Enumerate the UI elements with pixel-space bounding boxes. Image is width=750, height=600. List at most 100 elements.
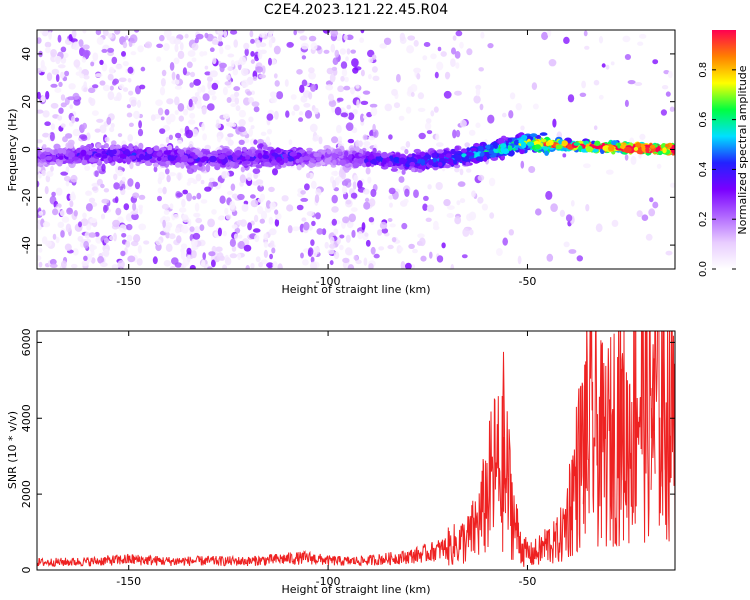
- spectrogram-cell: [652, 201, 659, 209]
- spectrogram-cell: [174, 43, 179, 53]
- spectrogram-cell: [101, 163, 106, 172]
- spectrogram-cell: [180, 162, 185, 169]
- spectrogram-cell: [639, 133, 646, 140]
- spectrogram-cell: [285, 110, 290, 118]
- spectrogram-cell: [340, 112, 348, 118]
- spectrogram-cell: [450, 148, 456, 155]
- spectrogram-cell: [204, 65, 209, 70]
- spectrogram-cell: [68, 158, 73, 164]
- spectrogram-cell: [300, 252, 304, 259]
- spectrogram-cell: [229, 161, 235, 168]
- spectrogram-cell: [193, 78, 202, 86]
- spectrogram-cell: [309, 163, 316, 168]
- spectrogram-cell: [274, 209, 279, 215]
- spectrogram-cell: [250, 38, 255, 44]
- spectrogram-cell: [60, 171, 69, 176]
- spectrogram-cell: [368, 58, 374, 63]
- spectrogram-cell: [46, 72, 53, 81]
- spectrogram-cell: [255, 66, 263, 73]
- spectrogram-cell: [365, 239, 371, 247]
- spectrogram-cell: [205, 163, 211, 173]
- spectrogram-cell: [258, 74, 266, 79]
- snr-y-ticks: 0 2000 4000 6000: [20, 328, 675, 574]
- spectrogram-cell: [211, 95, 217, 101]
- spectrogram-cell: [360, 69, 365, 77]
- spectrogram-cell: [401, 169, 406, 175]
- spectrogram-cell: [138, 194, 146, 200]
- spectrogram-cell: [425, 118, 432, 124]
- spectrogram-cell: [583, 163, 591, 169]
- spectrogram-cell: [345, 34, 354, 41]
- spectrogram-cell: [37, 37, 42, 44]
- spectrogram-cell: [237, 193, 245, 201]
- spectrogram-cell: [92, 84, 99, 89]
- spectrogram-cell: [339, 159, 347, 166]
- spectrogram-cell: [410, 84, 418, 92]
- spectrogram-cell: [218, 33, 223, 42]
- spectrogram-cell: [196, 192, 202, 200]
- spectrogram-cell: [227, 53, 235, 58]
- spectrogram-cell: [329, 260, 334, 266]
- spectrogram-cell: [204, 186, 212, 192]
- spectrogram-cell: [42, 110, 50, 118]
- spectrogram-cell: [234, 97, 240, 105]
- spectrogram-cell: [191, 250, 197, 259]
- spectrogram-cell: [94, 73, 103, 78]
- spectrogram-cell: [579, 92, 587, 98]
- spectrogram-cell: [445, 153, 452, 158]
- spectrogram-cell: [435, 182, 443, 190]
- spectrogram-cell: [331, 66, 338, 71]
- spectrogram-cell: [236, 219, 244, 226]
- spectrogram-cell: [508, 229, 514, 236]
- spectrogram-cell: [330, 43, 336, 53]
- spectrogram-cell: [137, 45, 144, 53]
- spectrogram-cell: [179, 42, 184, 51]
- spectrogram-cell: [41, 236, 48, 245]
- spectrogram-cell: [515, 103, 522, 111]
- spectrogram-cell: [186, 192, 193, 202]
- spectrogram-cell: [413, 67, 421, 74]
- spectrogram-cell: [224, 257, 232, 266]
- spectrogram-cell: [82, 49, 91, 57]
- spectrogram-cell: [57, 64, 66, 69]
- y-tick-label: -40: [20, 236, 33, 254]
- spectrogram-cell: [377, 229, 383, 236]
- spectrogram-cell: [369, 103, 378, 108]
- spectrogram-cell: [306, 211, 315, 217]
- spectrogram-cell: [55, 74, 60, 82]
- spectrogram-cell: [81, 57, 87, 63]
- spectrogram-cell: [492, 141, 498, 148]
- spectrogram-cell: [459, 41, 464, 49]
- spectrogram-cell: [49, 263, 58, 268]
- spectrogram-cell: [246, 91, 253, 96]
- spectrogram-cell: [196, 165, 204, 171]
- spectrogram-cell: [662, 147, 667, 154]
- spectrogram-cell: [114, 144, 121, 150]
- spectrogram-cell: [637, 41, 644, 46]
- spectrogram-cell: [665, 250, 673, 256]
- spectrogram-cell: [96, 143, 102, 149]
- spectrogram-cell: [497, 137, 505, 145]
- spectrogram-cell: [521, 134, 527, 141]
- spectrogram-cell: [430, 110, 435, 117]
- spectrogram-cell: [598, 36, 604, 44]
- spectrogram-cell: [469, 229, 474, 236]
- spectrogram-cell: [253, 173, 258, 179]
- spectrogram-cell: [313, 107, 319, 115]
- spectrogram-cell: [174, 110, 179, 115]
- spectrogram-cell: [344, 76, 349, 83]
- spectrogram-cell: [130, 210, 139, 215]
- spectrogram-cell: [417, 92, 425, 100]
- spectrogram-cell: [186, 158, 194, 163]
- spectrogram-cell: [165, 136, 170, 144]
- spectrogram-cell: [427, 184, 432, 190]
- spectrogram-cell: [112, 80, 117, 86]
- spectrogram-cell: [106, 116, 112, 125]
- spectrogram-cell: [167, 144, 173, 151]
- spectrogram-cell: [252, 228, 261, 233]
- spectrogram-cell: [72, 128, 81, 137]
- spectrogram-cell: [38, 261, 43, 268]
- spectrogram-cell: [100, 262, 108, 268]
- spectrogram-cell: [88, 197, 96, 203]
- spectrogram-cell: [430, 53, 437, 60]
